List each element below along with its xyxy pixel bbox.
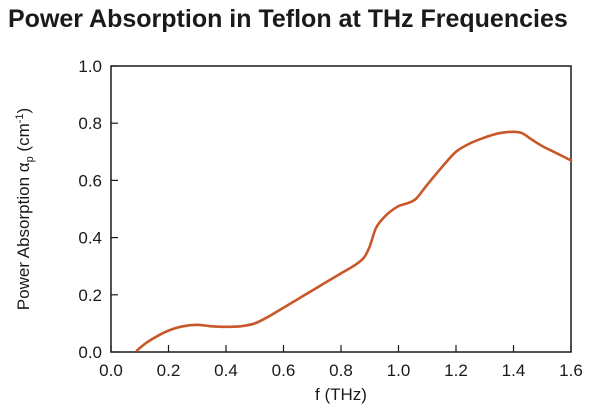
- y-tick-label: 0.4: [78, 229, 102, 248]
- chart-title: Power Absorption in Teflon at THz Freque…: [8, 5, 568, 33]
- y-axis-label: Power Absorption αp (cm-1): [14, 108, 36, 310]
- x-tick-label: 0.4: [214, 361, 238, 380]
- y-tick-label: 0.6: [78, 171, 102, 190]
- x-tick-label: 0.2: [157, 361, 181, 380]
- x-tick-label: 1.6: [559, 361, 583, 380]
- y-axis-label-prefix: Power Absorption: [14, 172, 33, 310]
- y-tick-label: 0.8: [78, 114, 102, 133]
- y-axis-label-unit-open: (cm: [14, 123, 33, 156]
- y-axis-label-unit-close: ): [14, 108, 33, 114]
- x-axis-label: f (THz): [315, 385, 367, 404]
- y-tick-label: 0.0: [78, 343, 102, 362]
- x-tick-label: 1.0: [387, 361, 411, 380]
- y-tick-label: 1.0: [78, 57, 102, 76]
- y-axis-label-subscript: p: [24, 156, 36, 162]
- y-axis: 0.0 0.2 0.4 0.6 0.8 1.0: [78, 57, 118, 362]
- x-tick-label: 0.6: [272, 361, 296, 380]
- plot-frame: [110, 65, 572, 353]
- series-line: [135, 130, 573, 352]
- y-tick-label: 0.2: [78, 286, 102, 305]
- x-tick-label: 0.8: [329, 361, 353, 380]
- x-tick-label: 1.2: [444, 361, 468, 380]
- x-axis: 0.0 0.2 0.4 0.6 0.8 1.0 1.2 1.4 1.6: [99, 345, 583, 380]
- y-axis-label-superscript: -1: [14, 113, 26, 123]
- y-axis-label-symbol: α: [14, 162, 33, 172]
- x-tick-label: 1.4: [502, 361, 526, 380]
- x-tick-label: 0.0: [99, 361, 123, 380]
